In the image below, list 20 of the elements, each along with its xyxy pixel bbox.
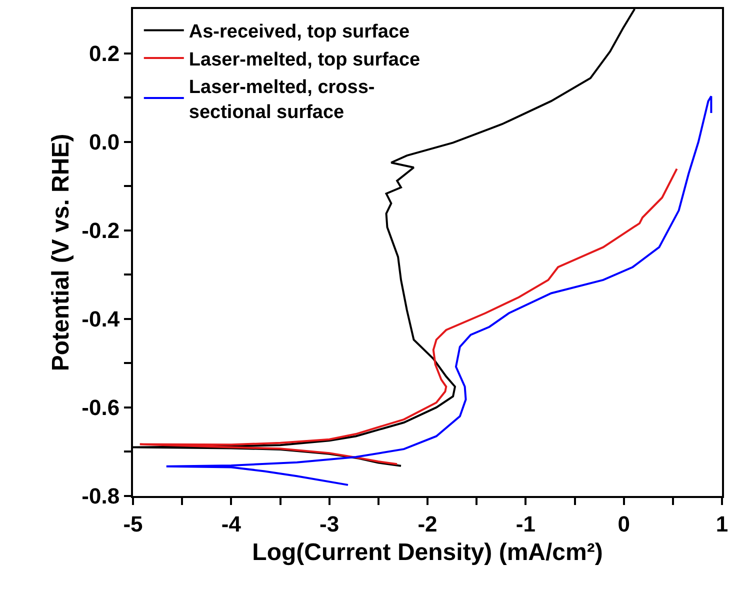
x-tick-label: -2 [418,511,438,536]
y-tick-label: -0.6 [82,395,120,420]
y-axis-title: Potential (V vs. RHE) [47,134,74,372]
line-series [138,168,678,466]
y-tick-label: -0.8 [82,484,120,509]
x-axis-title: Log(Current Density) (mA/cm²) [252,539,603,566]
legend-label: Laser-melted, top surface [188,49,420,70]
x-tick-label: 0 [618,511,630,536]
y-tick-label: -0.2 [82,218,120,244]
y-tick-label: -0.4 [82,306,120,332]
x-tick-label: -1 [516,511,536,536]
x-tick-label: -3 [320,511,340,536]
x-tick-label: -5 [123,511,143,536]
y-tick-label: 0.2 [89,40,120,66]
y-tick-label: 0.0 [89,130,120,155]
x-tick-label: -4 [221,511,242,536]
legend-label: As-received, top surface [188,22,410,43]
line-series [165,95,712,486]
x-tick-label: 1 [716,511,728,536]
legend-label: Laser-melted, cross-sectional surface [188,77,375,123]
